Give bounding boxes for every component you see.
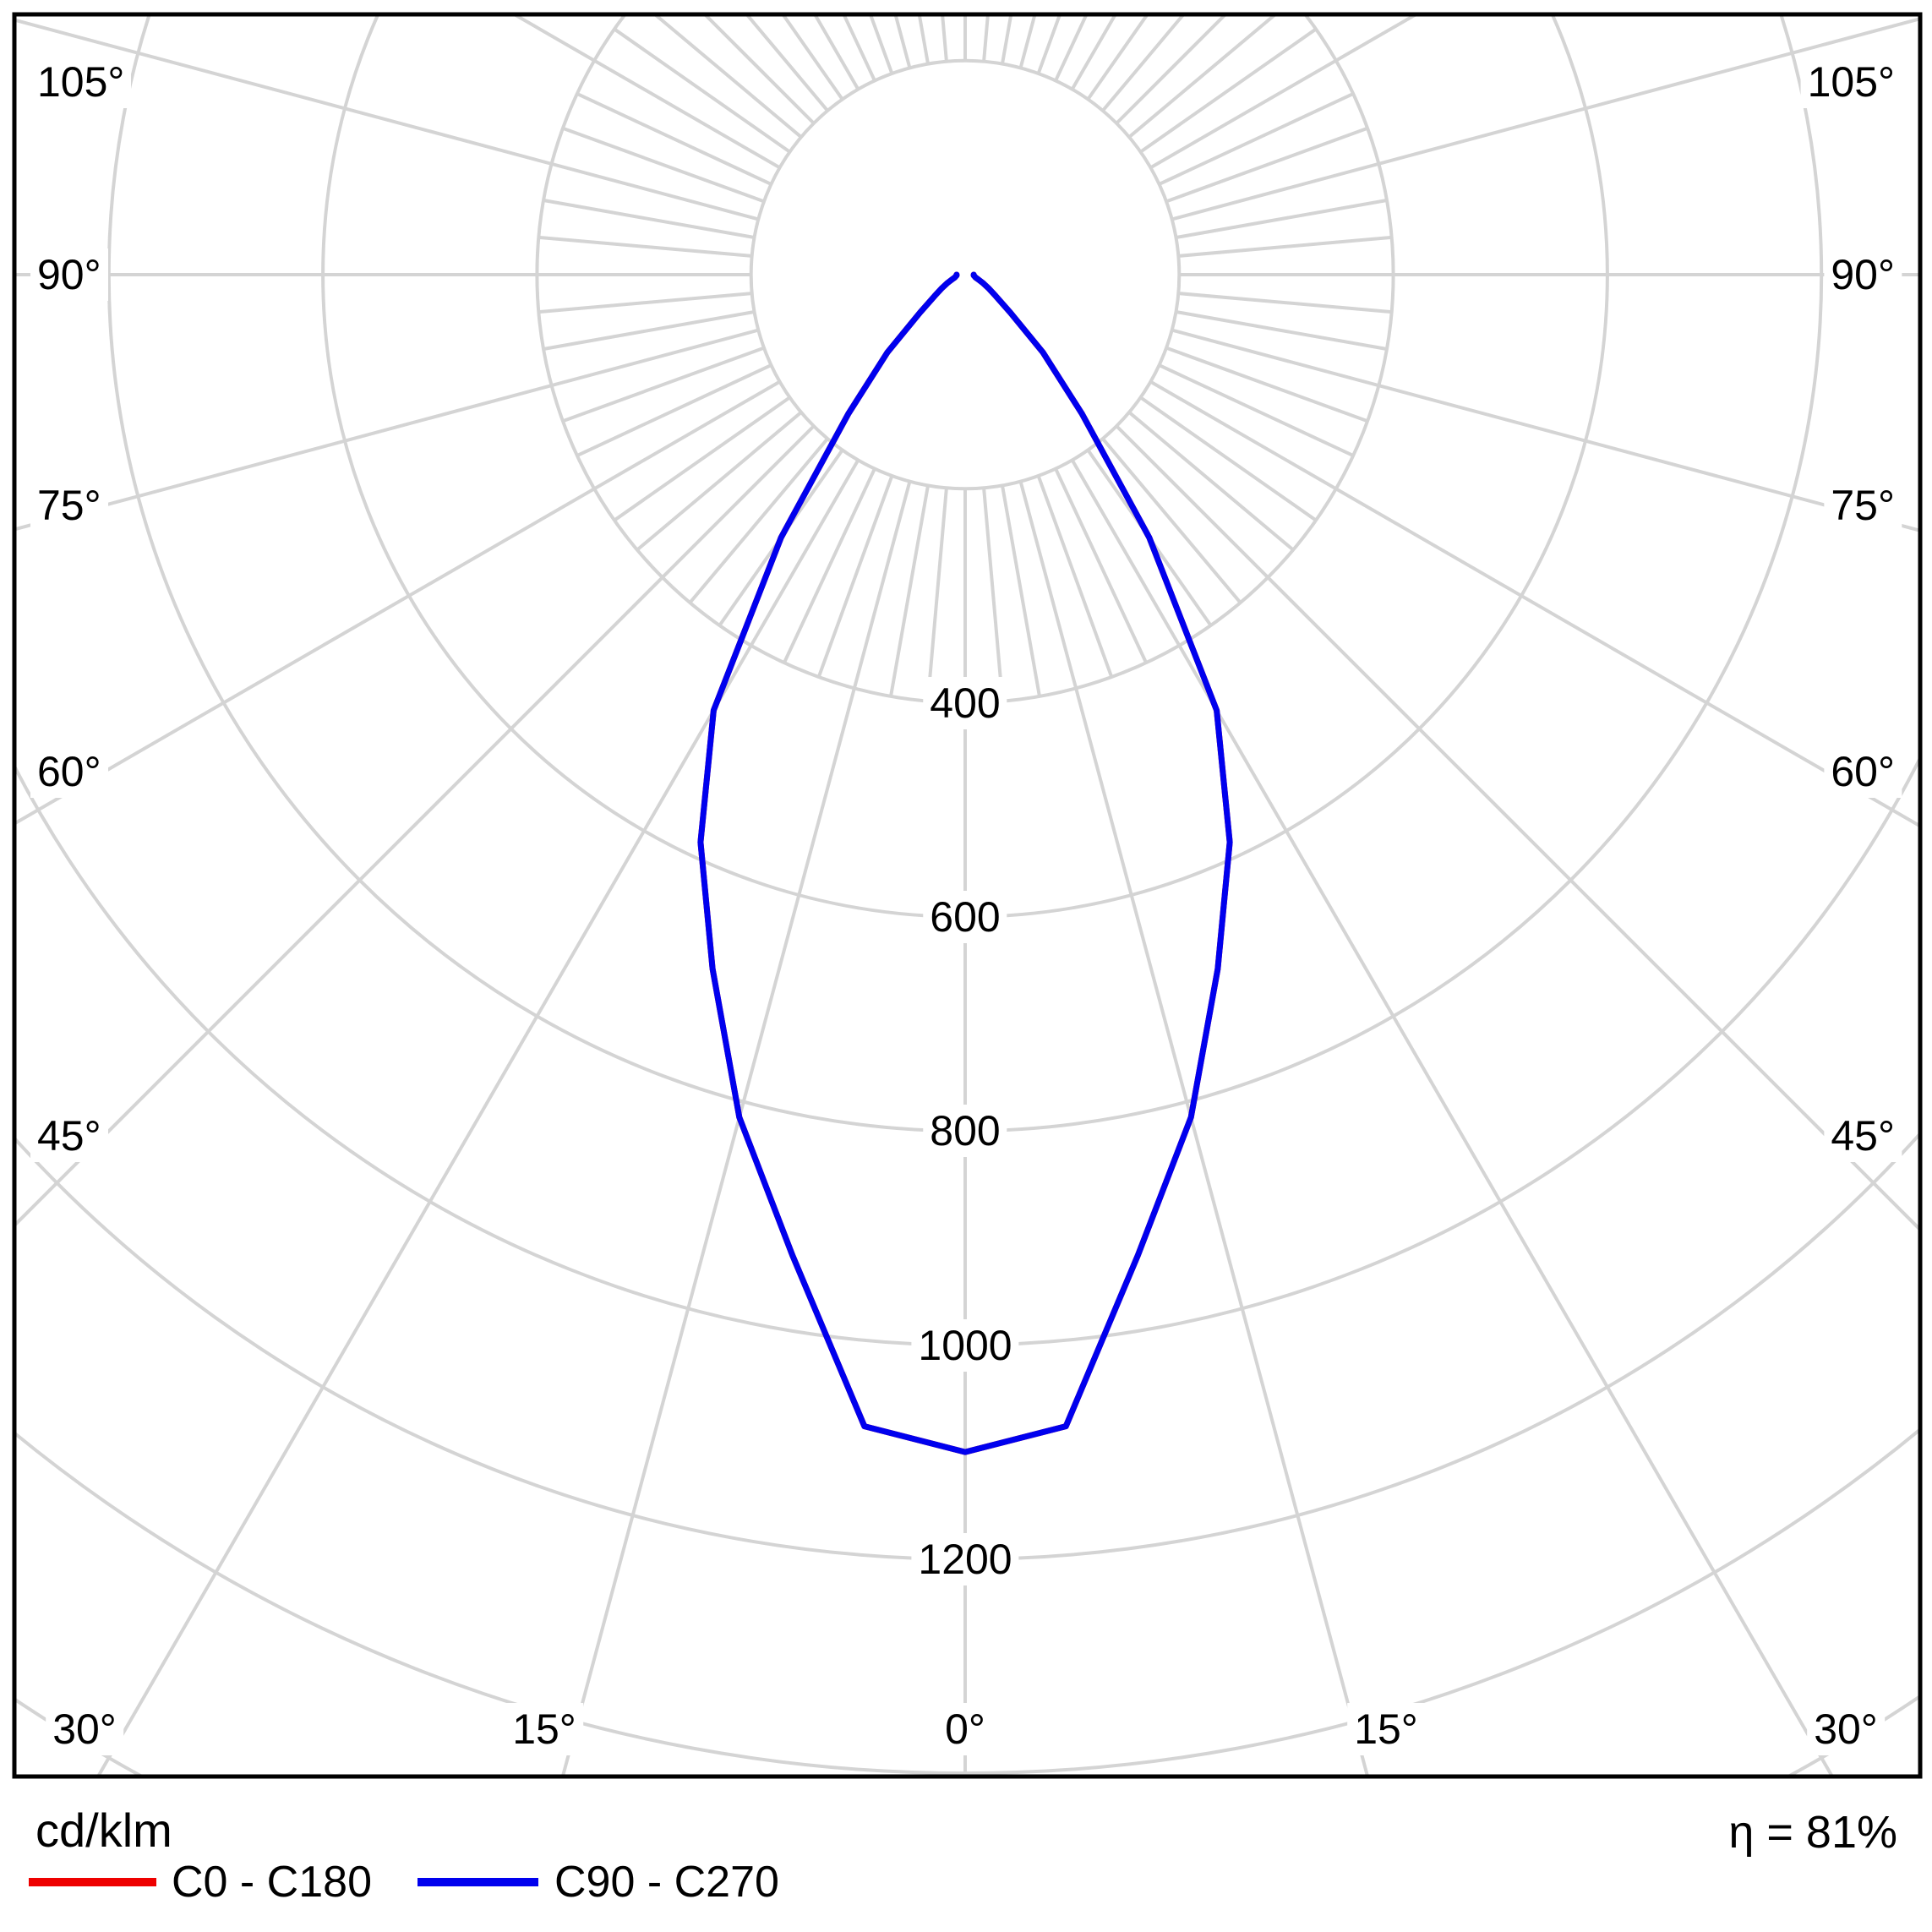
grid-spoke-minor-295 xyxy=(576,363,772,457)
grid-spoke-minor-190 xyxy=(917,14,930,64)
grid-spoke-minor-185 xyxy=(941,14,948,62)
grid-spoke-minor-335 xyxy=(783,467,876,663)
angle-label-right-45: 45° xyxy=(1824,1110,1902,1162)
angle-label-right-105: 105° xyxy=(1800,56,1902,108)
grid-spoke-minor-110 xyxy=(1165,126,1368,204)
grid-spoke-minor-85 xyxy=(1178,292,1392,314)
legend-swatch-c0-c180 xyxy=(29,1878,156,1886)
grid-spoke-minor-230 xyxy=(652,14,803,139)
legend-label-c0-c180: C0 - C180 xyxy=(172,1858,372,1907)
angle-label-left-60: 60° xyxy=(30,745,108,798)
grid-spoke-minor-320 xyxy=(688,437,829,604)
grid-spoke-major-105 xyxy=(1171,17,1920,221)
angle-label-left-105: 105° xyxy=(30,56,132,108)
angle-label-right-90: 90° xyxy=(1824,248,1902,301)
grid-spoke-minor-160 xyxy=(1036,14,1062,74)
grid-spoke-minor-340 xyxy=(816,475,894,678)
grid-spoke-minor-170 xyxy=(1001,14,1013,64)
grid-spoke-major-330 xyxy=(96,459,860,1776)
radial-value-label-1200: 1200 xyxy=(911,1532,1019,1585)
radial-value-label-400: 400 xyxy=(923,676,1007,729)
angle-label-bottom-0-30: 30° xyxy=(46,1703,123,1755)
grid-spoke-minor-215 xyxy=(780,14,844,101)
grid-spoke-minor-175 xyxy=(982,14,990,62)
grid-spoke-minor-65 xyxy=(1158,363,1354,457)
grid-spoke-minor-55 xyxy=(1139,396,1318,522)
grid-spoke-minor-115 xyxy=(1158,92,1354,186)
grid-spoke-minor-25 xyxy=(1054,467,1148,663)
grid-spoke-major-285 xyxy=(14,328,759,532)
angle-label-right-60: 60° xyxy=(1824,745,1902,798)
grid-spoke-minor-80 xyxy=(1176,310,1388,351)
grid-spoke-minor-250 xyxy=(562,126,765,204)
radial-value-label-1000: 1000 xyxy=(911,1318,1019,1372)
grid-spoke-minor-140 xyxy=(1101,14,1187,112)
grid-spoke-minor-355 xyxy=(925,488,948,701)
grid-spoke-minor-130 xyxy=(1127,14,1279,139)
grid-spoke-major-255 xyxy=(14,18,759,221)
grid-spoke-minor-280 xyxy=(543,310,755,351)
grid-spoke-major-75 xyxy=(1171,328,1920,532)
grid-spoke-major-315 xyxy=(14,424,816,1228)
angle-label-left-45: 45° xyxy=(30,1110,108,1162)
angle-label-right-75: 75° xyxy=(1824,479,1902,532)
grid-spoke-minor-155 xyxy=(1054,14,1089,82)
legend-swatch-c90-c270 xyxy=(418,1878,538,1886)
grid-spoke-major-30 xyxy=(1070,459,1835,1776)
grid-spoke-minor-245 xyxy=(576,92,772,186)
grid-spoke-minor-125 xyxy=(1139,27,1318,154)
grid-ring-200 xyxy=(749,58,1182,491)
grid-spoke-minor-220 xyxy=(744,14,829,112)
grid-spoke-minor-40 xyxy=(1101,437,1242,604)
grid-spoke-minor-305 xyxy=(613,396,791,522)
grid-spoke-minor-205 xyxy=(842,14,876,82)
angle-label-left-90: 90° xyxy=(30,248,108,301)
grid-spoke-minor-50 xyxy=(1127,411,1295,552)
grid-spoke-minor-260 xyxy=(543,199,755,239)
curve-c90-c270 xyxy=(697,271,1233,1455)
grid-spoke-minor-5 xyxy=(982,488,1005,701)
angle-label-bottom-4-30: 30° xyxy=(1807,1703,1885,1755)
grid-spoke-minor-20 xyxy=(1036,475,1114,678)
grid-spoke-minor-95 xyxy=(1178,235,1392,258)
grid-spoke-minor-70 xyxy=(1165,346,1368,423)
grid-spoke-minor-145 xyxy=(1086,14,1150,101)
grid-spoke-major-45 xyxy=(1115,424,1920,1232)
angle-label-bottom-2-0: 0° xyxy=(938,1703,992,1755)
grid-spoke-major-15 xyxy=(1018,481,1370,1776)
grid-spoke-major-300 xyxy=(14,379,781,826)
grid-spoke-minor-10 xyxy=(1001,485,1041,697)
grid-spoke-minor-350 xyxy=(889,485,930,697)
plot-frame xyxy=(12,12,1923,1779)
angle-label-bottom-3-15: 15° xyxy=(1347,1703,1425,1755)
grid-spoke-major-60 xyxy=(1149,379,1920,828)
grid-spoke-minor-310 xyxy=(636,411,803,552)
radial-value-label-600: 600 xyxy=(923,890,1007,943)
legend-label-c90-c270: C90 - C270 xyxy=(554,1858,779,1907)
angle-label-left-75: 75° xyxy=(30,479,108,532)
angle-label-bottom-1-15: 15° xyxy=(505,1703,583,1755)
efficiency-value: η = 81% xyxy=(1728,1807,1897,1858)
grid-spoke-minor-200 xyxy=(868,14,894,74)
grid-spoke-minor-290 xyxy=(562,346,765,423)
radial-value-label-800: 800 xyxy=(923,1105,1007,1158)
grid-spoke-minor-275 xyxy=(538,292,752,314)
grid-spoke-minor-265 xyxy=(538,235,752,258)
grid-spoke-minor-100 xyxy=(1176,199,1388,239)
grid-spoke-major-345 xyxy=(560,481,912,1776)
units-label: cd/klm xyxy=(35,1804,172,1857)
grid-spoke-minor-235 xyxy=(613,27,791,154)
